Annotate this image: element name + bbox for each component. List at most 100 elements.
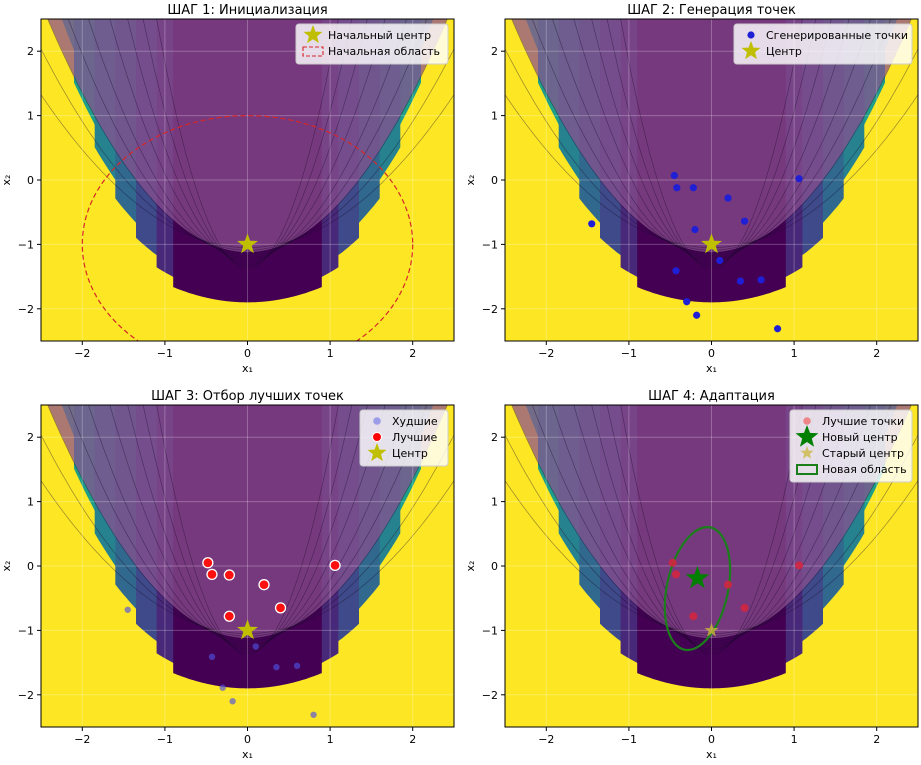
y-tick-label: 2 <box>491 431 498 444</box>
x-axis-label: x₁ <box>706 748 717 761</box>
x-tick-label: 0 <box>244 733 251 746</box>
legend-label: Старый центр <box>822 447 904 460</box>
data-point <box>124 606 131 613</box>
data-point <box>724 194 732 202</box>
data-point <box>223 610 235 622</box>
legend: Худшие Лучшие Центр <box>359 409 449 467</box>
chart-title: ШАГ 1: Инициализация <box>167 3 327 18</box>
chart-panel-2: −2 −1 0 1 2 −2 −1 0 1 2 ШАГ 2: Генерация точек x₁ x₂… <box>464 3 919 375</box>
y-axis-label: x₂ <box>464 561 477 572</box>
data-point <box>202 557 214 569</box>
legend-label: Начальная область <box>328 45 440 58</box>
contour-field <box>505 19 918 341</box>
data-point <box>689 184 697 192</box>
region-new-ellipse <box>663 526 732 652</box>
legend-label: Лучшие <box>392 431 437 444</box>
contour-field <box>41 405 454 727</box>
y-axis-label: x₂ <box>0 561 13 572</box>
data-point <box>588 220 596 228</box>
chart-title: ШАГ 2: Генерация точек <box>627 3 796 18</box>
legend-star-marker <box>795 425 819 447</box>
data-point <box>683 298 691 306</box>
data-point <box>206 568 218 581</box>
chart-title: ШАГ 4: Адаптация <box>648 389 775 404</box>
y-tick-label: 1 <box>27 110 34 123</box>
legend-label: Лучшие точки <box>822 415 904 428</box>
x-tick-label: 1 <box>791 733 798 746</box>
y-tick-label: 1 <box>491 110 498 123</box>
y-tick-label: −1 <box>18 238 34 251</box>
legend-star-marker <box>741 41 761 60</box>
legend-label: Новая область <box>822 463 907 476</box>
data-point <box>670 171 678 180</box>
data-point <box>673 184 681 192</box>
y-tick-label: −2 <box>482 303 498 316</box>
x-tick-label: 0 <box>244 347 251 360</box>
x-tick-label: 1 <box>327 347 334 360</box>
data-point <box>668 558 677 567</box>
data-point <box>724 580 733 589</box>
x-tick-label: −2 <box>74 347 90 360</box>
y-axis-label: x₂ <box>464 175 477 186</box>
legend-star-marker <box>303 25 323 44</box>
x-tick-label: 1 <box>327 733 334 746</box>
y-tick-label: 0 <box>27 174 34 187</box>
y-tick-label: 2 <box>27 431 34 444</box>
legend-label: Центр <box>392 447 428 460</box>
data-point <box>740 217 749 225</box>
legend-dashed-marker <box>302 46 324 57</box>
y-tick-label: −2 <box>18 303 34 316</box>
y-tick-label: 0 <box>491 560 498 573</box>
data-point <box>795 561 804 570</box>
x-tick-label: −1 <box>157 347 173 360</box>
y-tick-label: 2 <box>491 45 498 58</box>
legend-star-marker <box>800 446 814 459</box>
data-point <box>773 325 782 333</box>
x-tick-label: 0 <box>708 733 715 746</box>
data-point <box>223 569 235 581</box>
data-point <box>757 276 765 284</box>
data-point <box>274 602 287 614</box>
y-tick-label: 0 <box>27 560 34 573</box>
x-tick-label: −1 <box>621 733 637 746</box>
x-tick-label: 0 <box>708 347 715 360</box>
legend-circle-marker <box>747 31 755 39</box>
chart-panel-1: −2 −1 0 1 2 −2 −1 0 1 2 ШАГ 1: Инициализация x₁ x₂ На… <box>0 3 455 375</box>
x-tick-label: −1 <box>157 733 173 746</box>
data-point <box>329 559 341 572</box>
x-tick-label: −1 <box>621 347 637 360</box>
chart-panel-4: −2 −1 0 1 2 −2 −1 0 1 2 ШАГ 4: Адаптация x₁ x₂ Лучшие… <box>464 389 919 761</box>
data-point <box>258 579 270 591</box>
data-point <box>672 267 680 275</box>
data-point <box>689 612 698 621</box>
x-tick-label: 1 <box>791 347 798 360</box>
x-tick-label: 2 <box>409 347 416 360</box>
x-tick-label: 2 <box>409 733 416 746</box>
chart-title: ШАГ 3: Отбор лучших точек <box>151 389 344 404</box>
x-tick-label: −2 <box>538 347 554 360</box>
legend-star-marker <box>367 443 387 462</box>
data-point <box>310 711 317 718</box>
y-tick-label: 0 <box>491 174 498 187</box>
legend-circle-marker <box>372 432 382 442</box>
x-axis-label: x₁ <box>242 362 253 375</box>
legend-box <box>789 409 913 483</box>
old-center-star <box>704 622 719 637</box>
data-point <box>229 698 236 705</box>
legend-box <box>733 23 913 65</box>
y-tick-label: −1 <box>482 238 498 251</box>
data-point <box>691 225 699 234</box>
center-star <box>701 233 722 254</box>
data-point <box>671 570 680 579</box>
data-point <box>219 684 226 691</box>
legend-box-marker <box>796 464 818 475</box>
data-point <box>795 175 803 183</box>
region-initial-ellipse <box>81 115 414 341</box>
legend-label: Худшие <box>392 415 438 428</box>
legend: Сгенерированные точки Центр <box>733 23 913 65</box>
center-star <box>237 619 258 640</box>
data-point <box>693 311 701 319</box>
legend-circle-marker <box>803 417 811 425</box>
legend-label: Новый центр <box>822 431 898 444</box>
legend-label: Сгенерированные точки <box>766 29 908 42</box>
